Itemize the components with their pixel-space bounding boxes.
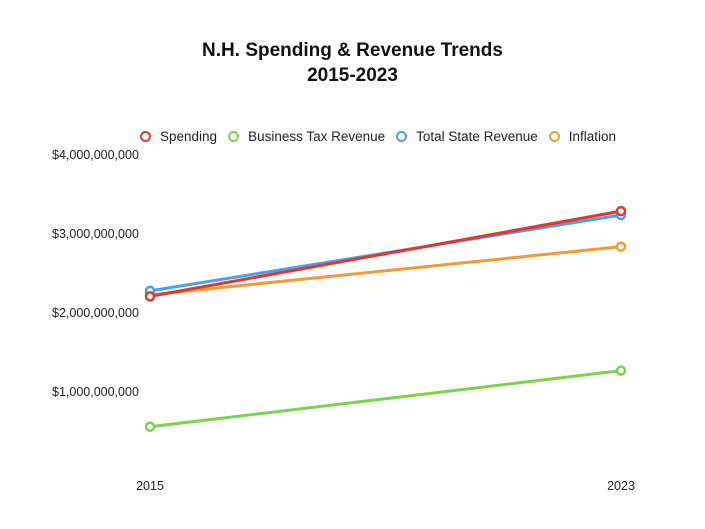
legend-marker-icon	[140, 130, 151, 142]
x-tick-label: 2023	[607, 479, 635, 493]
series-points	[144, 205, 627, 433]
chart-subtitle: 2015-2023	[307, 65, 398, 86]
series-line-inflation	[148, 245, 623, 297]
series-line-business-tax-revenue	[148, 369, 623, 429]
data-point-inflation-2023	[615, 241, 627, 252]
data-point-spending-2023	[615, 205, 627, 217]
series-line-spending	[148, 209, 623, 298]
legend-label: Total State Revenue	[416, 128, 538, 144]
y-axis: $1,000,000,000 $2,000,000,000 $3,000,000,0…	[52, 148, 139, 399]
legend-label: Spending	[160, 128, 218, 144]
chart-title-main: N.H. Spending & Revenue Trends	[202, 40, 503, 61]
x-axis: 2015 2023	[136, 479, 635, 493]
legend-item-spending: Spending	[140, 129, 217, 144]
x-tick-label: 2015	[136, 479, 164, 493]
y-tick-label: $4,000,000,000	[52, 148, 139, 162]
data-point-business-tax-revenue-2015	[144, 421, 156, 433]
legend-label: Inflation	[568, 128, 617, 144]
legend: Spending Business Tax Revenue Total State …	[140, 126, 616, 146]
legend-marker-icon	[396, 130, 408, 142]
data-point-business-tax-revenue-2023	[615, 365, 627, 376]
series-lines	[148, 209, 623, 429]
chart-title: N.H. Spending & Revenue Trends 2015-2023	[0, 38, 705, 88]
y-tick-label: $1,000,000,000	[52, 385, 139, 399]
legend-item-total-state-revenue: Total State Revenue	[396, 129, 538, 144]
legend-item-inflation: Inflation	[548, 128, 617, 144]
legend-marker-icon	[548, 130, 560, 142]
data-point-spending-2015	[144, 291, 156, 302]
legend-item-business-tax-revenue: Business Tax Revenue	[228, 129, 385, 144]
y-tick-label: $3,000,000,000	[52, 227, 139, 241]
legend-label: Business Tax Revenue	[248, 128, 386, 144]
y-tick-label: $2,000,000,000	[52, 306, 139, 320]
legend-marker-icon	[228, 130, 240, 142]
